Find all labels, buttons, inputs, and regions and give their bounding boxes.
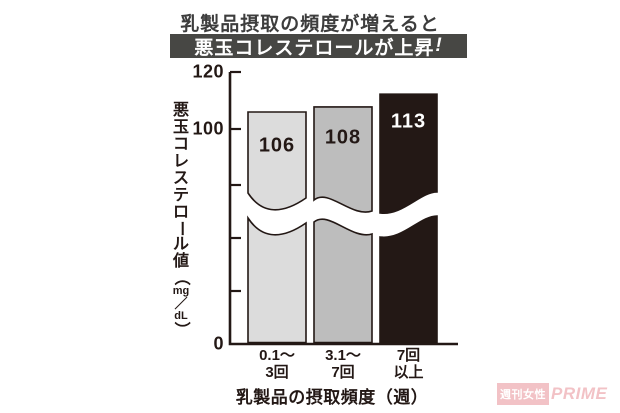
watermark: 週刊女性 PRIME [497,383,608,405]
y-axis-title-char: レ [172,153,189,170]
y-axis-title-char: テ [172,187,189,204]
bar-value-label: 113 [390,110,427,133]
x-category-label: 3.1～ 7回 [325,347,361,381]
y-tick-label: 0 [213,333,224,354]
y-axis-title-char: 値 [172,253,189,270]
y-axis-title-char: 玉 [172,119,189,136]
x-axis-title: 乳製品の摂取頻度（週） [235,388,429,407]
bar-lower-segment [247,215,307,344]
y-axis-title-unit: mg [172,285,190,297]
bar-lower-segment [313,218,373,344]
bar-upper-segment [313,106,373,213]
y-axis-title: 悪玉コレステロール値（mg ／ dL） [169,102,193,338]
bar-value-label: 108 [324,126,362,149]
watermark-brand: PRIME [551,384,608,403]
y-axis-title-char: ス [172,170,189,187]
chart-title-line1: 乳製品摂取の頻度が増えると [180,14,440,35]
chart-title-banner: 悪玉コレステロールが上昇! [170,34,467,59]
axis-lines [228,72,458,346]
y-tick-label: 100 [192,118,224,139]
y-axis-title-char: ／ [174,296,188,311]
y-axis-title-char: ロ [172,204,189,221]
y-axis-title-char: ル [172,236,189,253]
bar-upper-segment [379,93,438,214]
y-axis-title-char: 悪 [172,102,189,119]
y-axis-title-char: コ [172,136,189,153]
bar-upper-segment [247,111,307,211]
y-tick-label: 120 [192,61,224,82]
x-category-label: 7回 以上 [393,347,424,381]
watermark-box: 週刊女性 [497,383,549,405]
bar-lower-segment [379,215,438,344]
bar-value-label: 106 [258,134,296,157]
x-category-label: 0.1～ 3回 [259,347,295,381]
y-axis-title-unit: dL [174,310,188,322]
banner-text: 悪玉コレステロールが上昇 [194,37,435,59]
banner-exclamation: ! [435,35,443,56]
